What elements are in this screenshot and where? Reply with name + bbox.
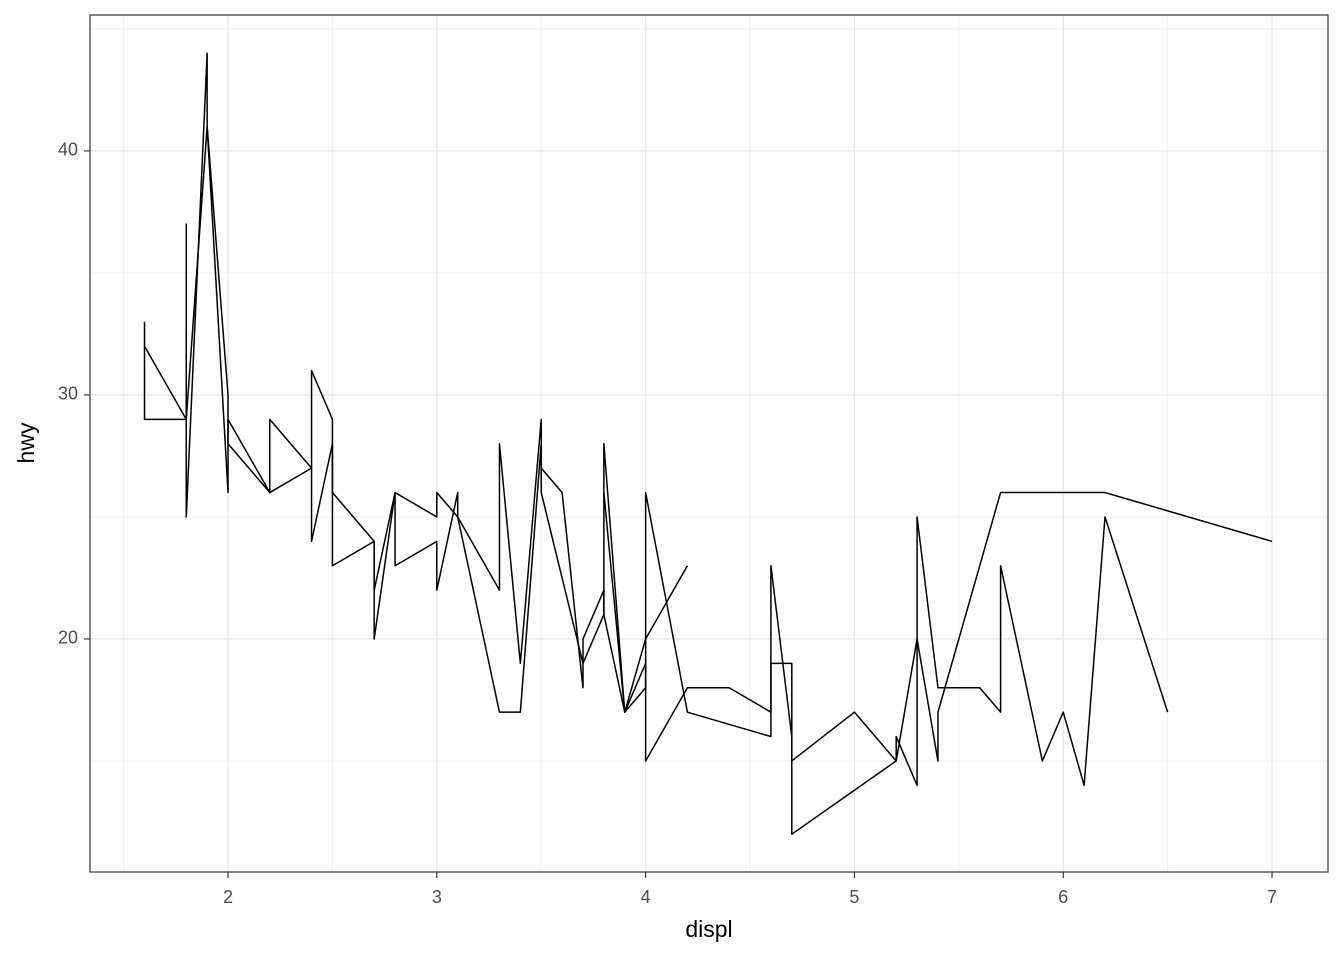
y-tick-label: 20 xyxy=(58,628,78,648)
axes: 2 3 4 5 6 7 20 30 40 xyxy=(58,140,1277,907)
lines xyxy=(143,52,1273,835)
x-tick-label: 6 xyxy=(1058,887,1068,907)
x-tick-label: 5 xyxy=(849,887,859,907)
data-line xyxy=(603,491,1273,835)
x-tick-label: 2 xyxy=(223,887,233,907)
y-tick-label: 30 xyxy=(58,384,78,404)
y-axis-title: hwy xyxy=(13,422,39,463)
x-axis-title: displ xyxy=(685,916,732,942)
x-tick-label: 4 xyxy=(641,887,651,907)
x-tick-label: 3 xyxy=(432,887,442,907)
grid xyxy=(90,15,1328,872)
y-tick-label: 40 xyxy=(58,140,78,160)
plot-border xyxy=(89,14,1329,873)
data-line xyxy=(143,125,1169,787)
x-tick-label: 7 xyxy=(1267,887,1277,907)
plot-background xyxy=(90,15,1328,872)
